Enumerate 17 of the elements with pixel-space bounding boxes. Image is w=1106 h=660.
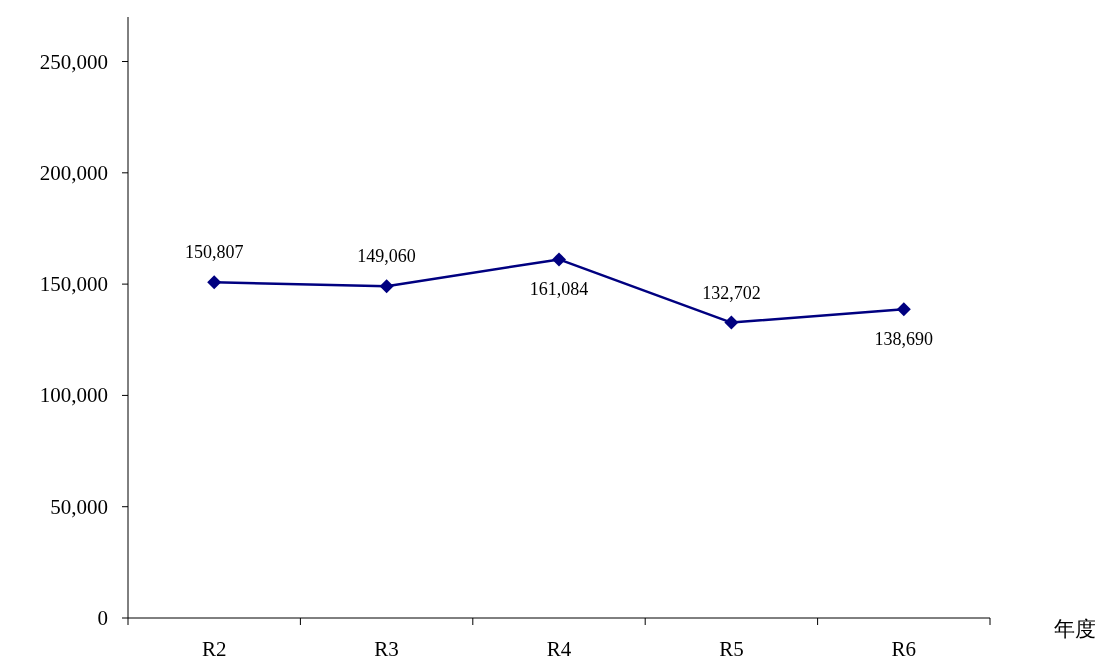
data-label: 132,702 xyxy=(702,282,761,303)
ytick: 150,000 xyxy=(39,272,108,297)
xtick: R3 xyxy=(374,637,399,660)
ytick: 0 xyxy=(97,606,108,630)
data-label: 138,690 xyxy=(874,329,934,350)
data-label: 149,060 xyxy=(357,246,416,267)
ytick: 50,000 xyxy=(50,494,108,519)
ytick: 200,000 xyxy=(39,160,108,185)
xtick: R5 xyxy=(719,637,744,660)
xtick: R4 xyxy=(546,637,572,660)
xtick: R2 xyxy=(201,637,227,660)
ytick: 250,000 xyxy=(39,49,108,74)
xlabel: 年度 xyxy=(1054,617,1096,641)
ytick: 100,000 xyxy=(39,383,108,408)
xtick: R6 xyxy=(891,637,917,660)
data-label: 161,084 xyxy=(529,279,589,300)
data-label: 150,807 xyxy=(184,242,244,263)
